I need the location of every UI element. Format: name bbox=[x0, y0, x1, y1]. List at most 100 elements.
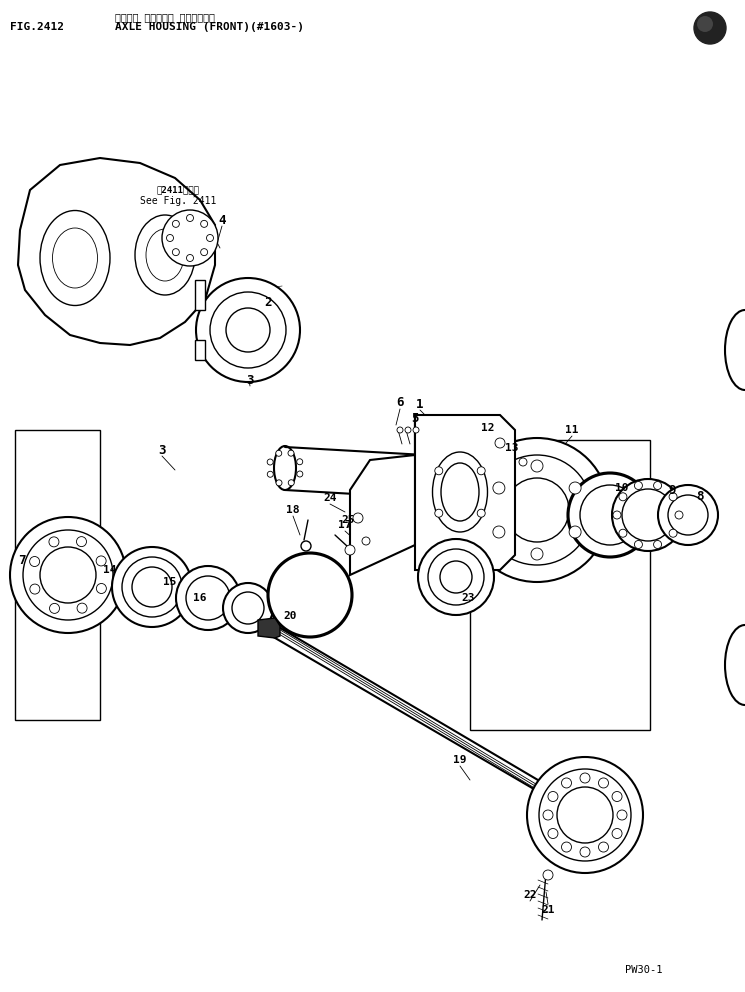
Circle shape bbox=[200, 220, 208, 227]
Text: 20: 20 bbox=[283, 611, 297, 621]
Circle shape bbox=[353, 513, 363, 523]
Circle shape bbox=[557, 787, 613, 843]
Circle shape bbox=[301, 541, 311, 551]
Text: 6: 6 bbox=[396, 397, 404, 410]
Ellipse shape bbox=[146, 229, 184, 281]
Circle shape bbox=[405, 427, 411, 433]
Circle shape bbox=[210, 292, 286, 368]
Circle shape bbox=[288, 450, 294, 456]
Circle shape bbox=[435, 509, 443, 517]
Circle shape bbox=[669, 493, 677, 501]
Circle shape bbox=[635, 481, 642, 489]
Circle shape bbox=[653, 541, 662, 549]
Text: FIG.2412: FIG.2412 bbox=[10, 22, 64, 32]
Circle shape bbox=[465, 438, 609, 582]
Circle shape bbox=[543, 870, 553, 880]
Ellipse shape bbox=[40, 210, 110, 306]
Circle shape bbox=[267, 471, 273, 477]
Circle shape bbox=[694, 12, 726, 44]
Circle shape bbox=[10, 517, 126, 633]
Text: 22: 22 bbox=[523, 890, 536, 900]
Circle shape bbox=[622, 489, 674, 541]
Circle shape bbox=[598, 842, 609, 852]
Circle shape bbox=[112, 547, 192, 627]
Text: 1: 1 bbox=[416, 399, 424, 412]
Circle shape bbox=[562, 778, 571, 788]
Circle shape bbox=[96, 556, 106, 565]
Circle shape bbox=[548, 792, 558, 802]
Circle shape bbox=[493, 482, 505, 494]
Circle shape bbox=[612, 792, 622, 802]
Circle shape bbox=[268, 553, 352, 637]
Text: 11: 11 bbox=[565, 425, 579, 435]
Ellipse shape bbox=[433, 452, 487, 532]
Text: 23: 23 bbox=[461, 593, 475, 603]
Circle shape bbox=[548, 828, 558, 838]
Circle shape bbox=[519, 458, 527, 466]
Circle shape bbox=[397, 427, 403, 433]
Text: PW30-1: PW30-1 bbox=[625, 965, 662, 975]
Circle shape bbox=[196, 278, 300, 382]
Ellipse shape bbox=[135, 215, 195, 295]
Circle shape bbox=[166, 234, 174, 241]
Circle shape bbox=[122, 557, 182, 617]
Polygon shape bbox=[470, 440, 650, 730]
Text: 2: 2 bbox=[264, 296, 272, 309]
Polygon shape bbox=[15, 430, 100, 720]
Circle shape bbox=[132, 567, 172, 607]
Text: 19: 19 bbox=[453, 755, 467, 765]
Circle shape bbox=[495, 438, 505, 448]
Ellipse shape bbox=[441, 463, 479, 521]
Text: 3: 3 bbox=[247, 374, 254, 387]
Circle shape bbox=[276, 480, 282, 486]
Text: 18: 18 bbox=[286, 505, 299, 515]
Circle shape bbox=[531, 460, 543, 472]
Circle shape bbox=[598, 778, 609, 788]
Circle shape bbox=[96, 583, 107, 593]
Text: アクスル ハウジング （フロント）: アクスル ハウジング （フロント） bbox=[115, 12, 215, 22]
Text: 17: 17 bbox=[338, 520, 352, 530]
Circle shape bbox=[226, 308, 270, 352]
Circle shape bbox=[580, 847, 590, 857]
Circle shape bbox=[362, 537, 370, 545]
Text: 24: 24 bbox=[323, 493, 337, 503]
Circle shape bbox=[635, 541, 642, 549]
Circle shape bbox=[23, 530, 113, 620]
Circle shape bbox=[276, 450, 282, 456]
Text: 21: 21 bbox=[542, 905, 555, 915]
Text: 5: 5 bbox=[411, 412, 419, 425]
Circle shape bbox=[668, 495, 708, 535]
Circle shape bbox=[505, 478, 569, 542]
Circle shape bbox=[697, 16, 713, 32]
Circle shape bbox=[675, 511, 683, 519]
Circle shape bbox=[440, 561, 472, 593]
Circle shape bbox=[569, 482, 581, 494]
Circle shape bbox=[653, 481, 662, 489]
Circle shape bbox=[176, 566, 240, 630]
Circle shape bbox=[49, 537, 59, 547]
Circle shape bbox=[527, 757, 643, 873]
Circle shape bbox=[619, 529, 627, 538]
Circle shape bbox=[568, 473, 652, 557]
Text: 12: 12 bbox=[481, 423, 495, 433]
Text: 第2411図参照: 第2411図参照 bbox=[156, 185, 200, 194]
Circle shape bbox=[658, 485, 718, 545]
Ellipse shape bbox=[416, 454, 434, 498]
Circle shape bbox=[428, 549, 484, 605]
Circle shape bbox=[580, 485, 640, 545]
Polygon shape bbox=[350, 415, 415, 575]
Circle shape bbox=[413, 427, 419, 433]
Circle shape bbox=[612, 479, 684, 551]
Circle shape bbox=[288, 480, 294, 486]
Circle shape bbox=[482, 455, 592, 565]
Circle shape bbox=[232, 592, 264, 624]
Text: 25: 25 bbox=[341, 515, 355, 525]
Circle shape bbox=[49, 603, 60, 613]
Circle shape bbox=[172, 249, 180, 256]
Circle shape bbox=[612, 828, 622, 838]
Circle shape bbox=[669, 529, 677, 538]
Circle shape bbox=[435, 467, 443, 475]
Circle shape bbox=[562, 842, 571, 852]
Text: 3: 3 bbox=[158, 443, 165, 456]
Circle shape bbox=[580, 773, 590, 783]
